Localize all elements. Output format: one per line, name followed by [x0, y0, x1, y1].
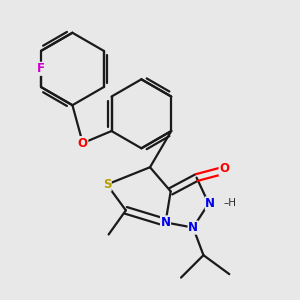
Text: S: S [103, 178, 111, 191]
Text: N: N [160, 216, 170, 229]
Text: O: O [219, 163, 229, 176]
Text: –H: –H [223, 198, 236, 208]
Text: O: O [78, 136, 88, 150]
Text: F: F [37, 62, 45, 75]
Text: N: N [188, 221, 198, 234]
Text: N: N [205, 197, 215, 210]
